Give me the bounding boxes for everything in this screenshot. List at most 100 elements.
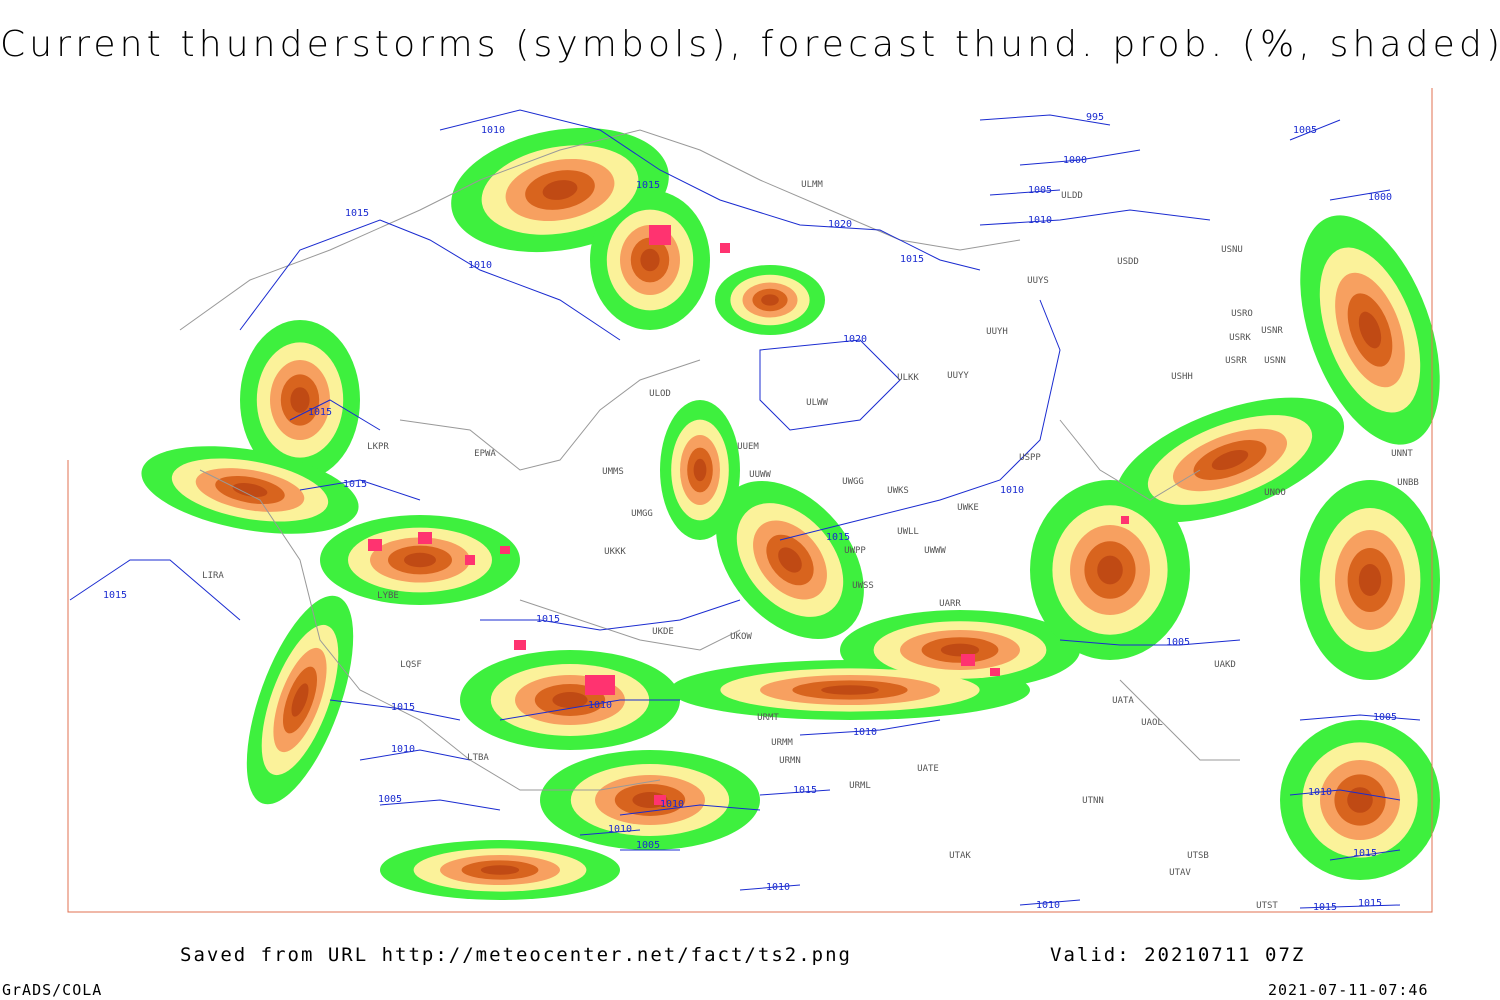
thunderstorm-symbols xyxy=(368,225,1129,805)
station-label: EPWA xyxy=(474,449,496,459)
shade-blob xyxy=(1347,787,1373,813)
station-label: UTSB xyxy=(1187,851,1209,861)
isobar-label: 1020 xyxy=(828,219,852,230)
station-label: USDD xyxy=(1117,257,1139,267)
isobar-label: 1015 xyxy=(345,208,369,219)
isobar-label: 1000 xyxy=(1063,155,1087,166)
storm-symbol xyxy=(514,640,526,650)
isobar-label: 1005 xyxy=(636,840,660,851)
station-label: UKOW xyxy=(730,632,752,642)
storm-symbol xyxy=(465,555,475,565)
map-frame xyxy=(67,88,1433,913)
station-label: UARR xyxy=(939,599,961,609)
storm-symbol xyxy=(654,795,666,805)
station-label: UWLL xyxy=(897,527,919,537)
isobar-lines xyxy=(69,109,1421,909)
isobar-label: 1005 xyxy=(1373,712,1397,723)
isobar-label: 1015 xyxy=(636,180,660,191)
isobar-label: 1015 xyxy=(1353,848,1377,859)
station-label: UNBB xyxy=(1397,478,1419,488)
isobar-label: 1010 xyxy=(853,727,877,738)
isobar-label: 1010 xyxy=(1028,215,1052,226)
isobar-label: 1005 xyxy=(1028,185,1052,196)
shade-blob xyxy=(1358,564,1382,596)
isobar-label: 1020 xyxy=(843,334,867,345)
isobar-label: 1015 xyxy=(1313,902,1337,913)
shade-blob xyxy=(404,552,436,568)
isobar-label: 1010 xyxy=(1308,787,1332,798)
storm-symbol xyxy=(418,532,432,544)
station-label: LIRA xyxy=(202,571,224,581)
station-label: UWWW xyxy=(924,546,946,556)
storm-symbol xyxy=(500,546,510,554)
shade-blob xyxy=(1358,311,1382,349)
station-label: UNOO xyxy=(1264,488,1286,498)
shade-blob xyxy=(542,180,578,200)
station-label: UMGG xyxy=(631,509,653,519)
station-label: UTST xyxy=(1256,901,1278,911)
coastlines xyxy=(179,129,1240,791)
station-label: UWPP xyxy=(844,546,866,556)
storm-symbol xyxy=(368,539,382,551)
station-label: UUYS xyxy=(1027,276,1049,286)
station-label: ULDD xyxy=(1061,191,1083,201)
isobar-label: 1005 xyxy=(378,794,402,805)
isobar-label: 1015 xyxy=(536,614,560,625)
isobar-label: 1015 xyxy=(900,254,924,265)
isobar-label: 1010 xyxy=(608,824,632,835)
station-label: UMMS xyxy=(602,467,624,477)
isobar-label: 1015 xyxy=(103,590,127,601)
isobar-label: 1010 xyxy=(766,882,790,893)
isobar-label: 1015 xyxy=(343,479,367,490)
shade-blob xyxy=(552,692,588,708)
isobar-label: 1010 xyxy=(588,700,612,711)
station-label: USNU xyxy=(1221,245,1243,255)
station-label: UUEM xyxy=(737,442,759,452)
isobar-label: 1015 xyxy=(308,407,332,418)
station-label: USRK xyxy=(1229,333,1251,343)
title: Current thunderstorms (symbols), forecas… xyxy=(0,24,1500,65)
station-label: UUWW xyxy=(749,470,771,480)
isobar-label: 1010 xyxy=(660,799,684,810)
source-url: Saved from URL http://meteocenter.net/fa… xyxy=(180,944,852,966)
shade-blob xyxy=(940,643,980,657)
shade-blob xyxy=(232,482,268,498)
station-label: USRO xyxy=(1231,309,1253,319)
station-label: UATE xyxy=(917,764,939,774)
storm-symbol xyxy=(585,675,615,695)
isobar-label: 1010 xyxy=(1036,900,1060,911)
station-label: UNNT xyxy=(1391,449,1413,459)
station-label: USRR xyxy=(1225,356,1247,366)
isobar-label: 1005 xyxy=(1293,125,1317,136)
station-label: URMM xyxy=(771,738,793,748)
station-label: LKPR xyxy=(367,442,389,452)
station-label: UAKD xyxy=(1214,660,1236,670)
station-label: UATA xyxy=(1112,696,1134,706)
shade-blob xyxy=(778,547,802,573)
valid-time: Valid: 20210711 07Z xyxy=(1050,944,1305,966)
storm-symbol xyxy=(649,225,671,245)
shade-blob xyxy=(480,865,520,875)
isobar-label: 1010 xyxy=(468,260,492,271)
isobar-label: 1015 xyxy=(391,702,415,713)
shade-blob xyxy=(291,683,309,717)
shade-blob xyxy=(761,294,779,306)
station-label: USPP xyxy=(1019,453,1041,463)
station-label: UWKE xyxy=(957,503,979,513)
station-label: LTBA xyxy=(467,753,489,763)
isobar-label: 1000 xyxy=(1368,192,1392,203)
station-label: USNN xyxy=(1264,356,1286,366)
station-label: UTNN xyxy=(1082,796,1104,806)
shade-blob xyxy=(640,248,660,272)
isobar-label: 1015 xyxy=(1358,898,1382,909)
station-label: URMN xyxy=(779,756,801,766)
station-label: UWGG xyxy=(842,477,864,487)
station-label: UKKK xyxy=(604,547,626,557)
shade-blob xyxy=(1211,450,1249,470)
station-label: UKDE xyxy=(652,627,674,637)
station-label: ULMM xyxy=(801,180,823,190)
station-label: UTAK xyxy=(949,851,971,861)
isobar-label: 1015 xyxy=(826,532,850,543)
